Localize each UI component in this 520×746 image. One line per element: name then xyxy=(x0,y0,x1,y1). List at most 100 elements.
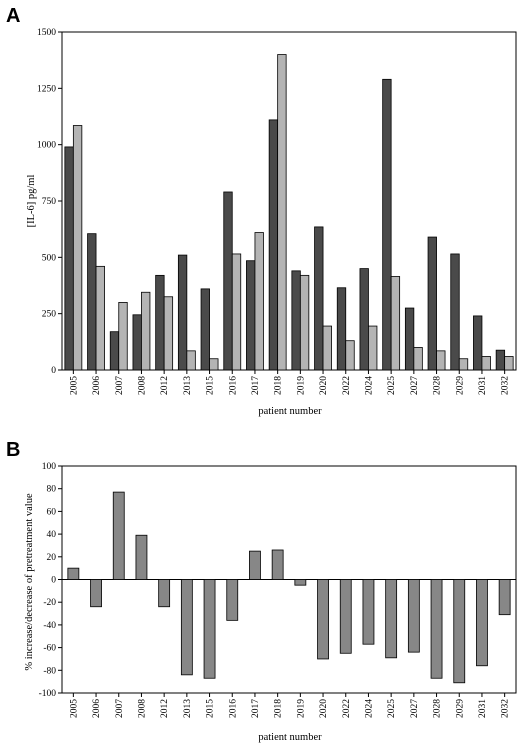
panel-a-bar-series-2 xyxy=(413,347,423,371)
panel-b-xtick-label: 2032 xyxy=(501,699,511,718)
panel-a-bar-series-2 xyxy=(345,340,355,371)
panel-b-ytick-label: 20 xyxy=(47,553,57,563)
panel-a-label: A xyxy=(6,5,20,27)
panel-a-bar-series-1 xyxy=(336,287,347,371)
panel-b-ytick-label: -40 xyxy=(43,621,56,631)
panel-a-bar-series-2 xyxy=(95,265,105,371)
panel-a-xtick-label: 2020 xyxy=(319,376,329,395)
panel-a-frame xyxy=(61,31,517,371)
panel-b-ytick-label: 100 xyxy=(42,462,57,472)
panel-b-bar xyxy=(385,579,398,659)
panel-b-xtick-label: 2018 xyxy=(274,699,284,718)
panel-a-bar-series-1 xyxy=(177,254,188,371)
panel-b-bar xyxy=(339,579,352,654)
panel-b-bar xyxy=(430,579,443,679)
panel-a-bar-series-2 xyxy=(231,253,242,371)
panel-b-ylabel: % increase/decrease of pretreatment valu… xyxy=(24,493,35,671)
panel-b-ytick-label: -80 xyxy=(43,666,56,676)
panel-b-xtick-label: 2017 xyxy=(251,699,261,718)
panel-b-label: B xyxy=(6,439,20,461)
panel-a-bar-series-2 xyxy=(254,232,264,371)
panel-a-bar-series-1 xyxy=(268,119,279,371)
panel-b-ytick-label: -20 xyxy=(43,598,56,608)
panel-a-xtick-label: 2006 xyxy=(92,376,102,395)
panel-a-xtick-label: 2027 xyxy=(410,376,420,395)
panel-a-bar-series-1 xyxy=(64,146,74,371)
panel-a-xtick-label: 2024 xyxy=(364,376,374,395)
panel-a-bar-series-1 xyxy=(109,331,120,371)
panel-a-bar-series-2 xyxy=(118,301,128,371)
panel-b-xtick-label: 2016 xyxy=(228,699,238,718)
panel-a-bar-series-2 xyxy=(481,356,491,371)
panel-a-bar-series-1 xyxy=(87,233,97,371)
panel-b-ytick-label: 80 xyxy=(47,485,57,495)
panel-b-xlabel: patient number xyxy=(258,732,322,743)
panel-b-xtick-label: 2006 xyxy=(92,699,102,718)
panel-a-ytick-label: 1000 xyxy=(37,141,56,151)
panel-a-bar-series-1 xyxy=(314,226,324,371)
panel-b-bar xyxy=(226,579,239,621)
panel-a-xtick-label: 2013 xyxy=(183,376,193,395)
panel-a-ytick-label: 250 xyxy=(42,310,57,320)
panel-b-ytick-label: -100 xyxy=(39,689,57,699)
panel-a-bar-series-2 xyxy=(368,325,378,371)
panel-a-bar-series-2 xyxy=(209,358,219,371)
panel-b-bar xyxy=(271,549,284,580)
panel-a-bar-series-1 xyxy=(404,307,415,371)
panel-b-xtick-label: 2024 xyxy=(364,699,374,718)
panel-a-plot: 0 250 500 750 1000 1250 1500 2005 2006 2007 2008 20… xyxy=(37,28,517,395)
panel-a-bar-series-1 xyxy=(495,349,506,371)
panel-b-xtick-label: 2005 xyxy=(69,699,79,718)
panel-b-xtick-label: 2029 xyxy=(455,699,465,718)
panel-a-bar-series-2 xyxy=(186,350,196,371)
panel-a-bar-series-1 xyxy=(132,314,142,371)
panel-a-bar-series-2 xyxy=(504,356,514,371)
panel-b-ytick-label: 60 xyxy=(47,507,57,517)
panel-a-bar-series-1 xyxy=(450,253,460,371)
panel-b-ytick-label: -60 xyxy=(43,644,56,654)
panel-b-xtick-label: 2015 xyxy=(206,699,216,718)
panel-b-bar xyxy=(135,534,148,580)
panel-a-xtick-label: 2025 xyxy=(387,376,397,395)
panel-b-xtick-label: 2027 xyxy=(410,699,420,718)
panel-a-bar-series-1 xyxy=(291,270,301,371)
panel-a-xtick-label: 2018 xyxy=(274,376,284,395)
panel-b-ytick-label: 40 xyxy=(47,530,57,540)
panel-a-xtick-label: 2019 xyxy=(296,376,306,395)
panel-b-bar xyxy=(112,491,125,580)
panel-a-xtick-label: 2017 xyxy=(251,376,261,395)
panel-a-bar-series-1 xyxy=(473,315,483,371)
panel-a-xtick-label: 2028 xyxy=(433,376,443,395)
panel-b-xtick-label: 2007 xyxy=(115,699,125,718)
panel-b-xtick-label: 2020 xyxy=(319,699,329,718)
panel-a-bar-series-2 xyxy=(277,54,287,371)
panel-a-bar-series-2 xyxy=(390,276,401,371)
panel-a-bar-series-2 xyxy=(163,296,174,371)
panel-b-xtick-label: 2025 xyxy=(387,699,397,718)
panel-b-plot: 100 80 60 40 20 0 -20 -40 -60 -80 -100 2005 2006 2007… xyxy=(39,462,517,718)
panel-a-bar-series-1 xyxy=(382,78,392,371)
panel-b-xtick-label: 2031 xyxy=(478,699,488,718)
panel-a-xtick-label: 2012 xyxy=(160,376,170,395)
panel-b-bar xyxy=(249,550,261,580)
panel-a-ytick-label: 1500 xyxy=(37,28,56,38)
panel-a-xtick-label: 2022 xyxy=(342,376,352,395)
panel-b-bar xyxy=(90,579,102,608)
panel-a-bar-series-2 xyxy=(322,325,332,371)
panel-a-ylabel: [IL-6] pg/ml xyxy=(26,175,37,228)
panel-a-bar-series-1 xyxy=(359,268,369,371)
panel-b-bar xyxy=(407,579,420,653)
panel-b-xtick-label: 2019 xyxy=(296,699,306,718)
panel-a-xlabel: patient number xyxy=(258,406,322,417)
panel-a-bar-series-2 xyxy=(299,274,310,371)
panel-a-xtick-label: 2031 xyxy=(478,376,488,395)
panel-a-ytick-label: 750 xyxy=(42,197,57,207)
panel-a-bar-series-1 xyxy=(200,288,210,371)
panel-b-bar xyxy=(453,579,466,684)
panel-b-xtick-label: 2022 xyxy=(342,699,352,718)
panel-a-xtick-label: 2007 xyxy=(115,376,125,395)
panel-a-xtick-label: 2016 xyxy=(228,376,238,395)
panel-b-bar xyxy=(476,579,488,667)
panel-a-xtick-label: 2008 xyxy=(137,376,147,395)
